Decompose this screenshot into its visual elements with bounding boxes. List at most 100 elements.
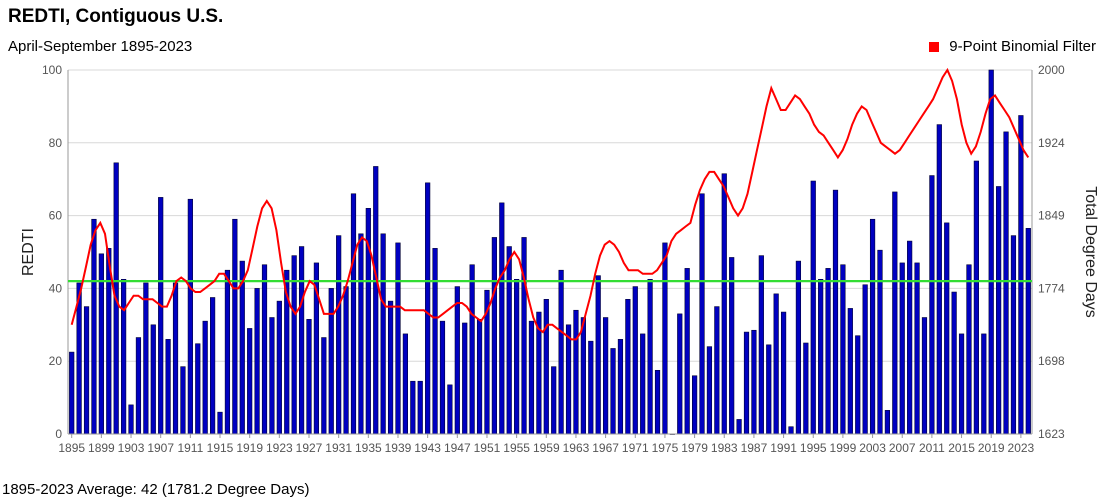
bar [677,313,683,435]
x-tick-label: 1931 [325,441,352,455]
bar [706,346,713,435]
bar [195,343,201,435]
bar [699,193,705,435]
bar [165,339,171,435]
bar [825,268,831,435]
bar [447,384,453,435]
bar [818,278,824,435]
bar [832,189,839,435]
bar [632,286,638,435]
bar [543,299,549,435]
bar [736,419,742,435]
bar [877,249,883,435]
x-tick-label: 1919 [236,441,263,455]
x-tick-label: 2003 [859,441,886,455]
x-tick-label: 2015 [948,441,975,455]
x-tick-label: 1907 [147,441,174,455]
y-tick-label: 100 [42,63,62,77]
bar [921,317,928,435]
bar [476,319,483,435]
bar [958,333,965,435]
y-tick-label: 80 [49,136,63,150]
y2-tick-label: 1924 [1038,136,1065,150]
bar [973,160,979,435]
bar [662,242,668,435]
bar [795,260,802,435]
x-tick-label: 1947 [444,441,471,455]
bar [692,375,698,435]
x-tick-label: 1911 [177,441,203,455]
average-footer: 1895-2023 Average: 42 (1781.2 Degree Day… [2,481,310,498]
bar [514,278,520,435]
x-tick-label: 1935 [355,441,382,455]
y2-tick-label: 1849 [1038,209,1065,223]
bar [232,218,238,435]
y-axis-title: REDTI [20,228,37,276]
bar [743,331,750,435]
bar [121,278,127,435]
bar [454,286,460,435]
bar [180,366,186,435]
bar [172,282,179,435]
bar [729,257,735,435]
x-tick-label: 1959 [533,441,560,455]
bar [565,324,572,435]
bar [298,246,305,435]
chart-title: REDTI, Contiguous U.S. [8,6,224,27]
bar [788,426,794,435]
bar [773,293,779,435]
bar [914,262,920,435]
bar [884,410,890,435]
legend-label: 9-Point Binomial Filter [949,38,1096,55]
y2-axis-title: Total Degree Days [1082,186,1099,318]
bar [373,166,379,435]
y2-tick-label: 2000 [1038,63,1065,77]
bar [247,328,253,435]
bar [1003,131,1009,435]
bar [625,299,631,435]
bar [855,335,861,435]
bar [929,175,935,435]
bar [336,235,342,435]
bar [187,198,193,435]
bar [521,237,527,435]
bar [462,322,468,435]
redti-chart: 0 20 40 60 80 100 1623 1698 1774 1849 1924 2000 1895… [20,63,1099,455]
bar [291,255,297,435]
x-tick-label: 1991 [770,441,797,455]
bar [380,233,386,435]
bar [551,366,557,435]
x-tick-label: 1983 [711,441,738,455]
bar [721,173,727,435]
x-tick-label: 1895 [58,441,85,455]
x-tick-label: 2007 [889,441,916,455]
x-tick-label: 1999 [830,441,857,455]
bar [936,124,942,435]
bar [128,404,134,435]
bar [907,240,913,435]
x-tick-label: 1967 [592,441,619,455]
bar [803,342,809,435]
x-tick-label: 1903 [118,441,145,455]
bar [640,333,646,435]
x-tick-label: 2019 [978,441,1005,455]
y2-tick-label: 1698 [1038,354,1065,368]
y-tick-label: 20 [49,354,63,368]
x-tick-label: 1927 [296,441,323,455]
x-tick-label: 1943 [414,441,441,455]
bar [869,218,876,435]
bar [862,284,868,435]
bar [91,218,97,435]
bar [654,369,661,435]
y-tick-label: 60 [49,209,63,223]
bar [439,320,446,435]
bar [306,319,312,435]
bar [588,340,594,435]
bar [402,333,408,435]
x-tick-label: 2023 [1008,441,1035,455]
bar [758,255,764,435]
bar [432,248,438,435]
bar [83,306,90,435]
filter-line [70,67,1030,341]
y2-tick-label: 1774 [1038,281,1065,295]
